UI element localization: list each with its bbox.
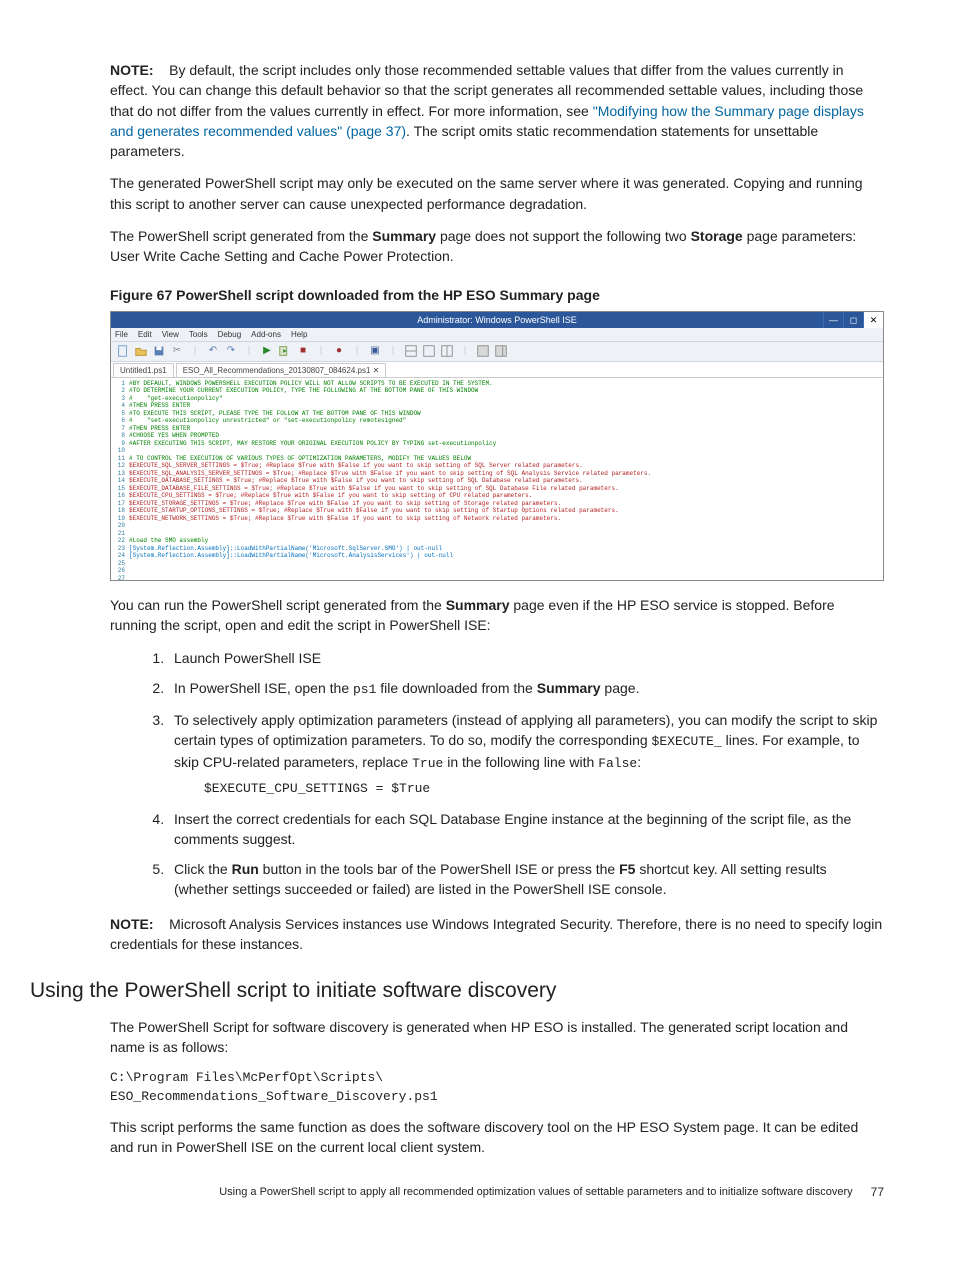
step-2: In PowerShell ISE, open the ps1 file dow… [168, 678, 884, 700]
undo-icon[interactable]: ↶ [205, 343, 221, 359]
code-editor[interactable]: 1#BY DEFAULT, WINDOWS POWERSHELL EXECUTI… [111, 378, 883, 581]
footer-page-number: 77 [871, 1184, 884, 1201]
menu-help[interactable]: Help [291, 329, 307, 341]
menu-file[interactable]: File [115, 329, 128, 341]
page-footer: Using a PowerShell script to apply all r… [70, 1184, 884, 1201]
run-icon[interactable]: ▶ [259, 343, 275, 359]
note2-label: NOTE: [110, 916, 154, 932]
menu-bar: File Edit View Tools Debug Add-ons Help [111, 328, 883, 342]
pane2-icon[interactable] [421, 343, 437, 359]
section2-p1: The PowerShell Script for software disco… [110, 1017, 884, 1058]
cmd-pane-icon[interactable] [493, 343, 509, 359]
sep3: | [313, 343, 329, 359]
sep6: | [457, 343, 473, 359]
menu-edit[interactable]: Edit [138, 329, 152, 341]
step-3-code: $EXECUTE_CPU_SETTINGS = $True [204, 780, 884, 799]
section-heading: Using the PowerShell script to initiate … [30, 976, 884, 1006]
toolbar: ✂ | ↶ ↷ | ▶ ■ | ● | ▣ | | [111, 342, 883, 362]
window-titlebar: Administrator: Windows PowerShell ISE — … [111, 312, 883, 328]
menu-debug[interactable]: Debug [218, 329, 242, 341]
section2-p2: This script performs the same function a… [110, 1117, 884, 1158]
steps-list: Launch PowerShell ISE In PowerShell ISE,… [168, 648, 884, 900]
menu-tools[interactable]: Tools [189, 329, 208, 341]
menu-addons[interactable]: Add-ons [251, 329, 281, 341]
cmd-addon-icon[interactable] [475, 343, 491, 359]
step-3: To selectively apply optimization parame… [168, 710, 884, 799]
note2-text: Microsoft Analysis Services instances us… [110, 916, 882, 952]
menu-view[interactable]: View [162, 329, 179, 341]
console-icon[interactable]: ▣ [367, 343, 383, 359]
step-4: Insert the correct credentials for each … [168, 809, 884, 850]
new-icon[interactable] [115, 343, 131, 359]
sep5: | [385, 343, 401, 359]
sep2: | [241, 343, 257, 359]
para-summary: The PowerShell script generated from the… [110, 226, 884, 267]
window-title: Administrator: Windows PowerShell ISE [417, 315, 577, 325]
cut-icon[interactable]: ✂ [169, 343, 185, 359]
tab-eso-script[interactable]: ESO_All_Recommendations_20130807_084624.… [176, 363, 387, 377]
figure-caption: Figure 67 PowerShell script downloaded f… [110, 285, 884, 305]
note-2: NOTE: Microsoft Analysis Services instan… [110, 914, 884, 955]
sep: | [187, 343, 203, 359]
minimize-icon[interactable]: — [823, 312, 843, 328]
para-run: You can run the PowerShell script genera… [110, 595, 884, 636]
pane1-icon[interactable] [403, 343, 419, 359]
run-selection-icon[interactable] [277, 343, 293, 359]
open-icon[interactable] [133, 343, 149, 359]
pane3-icon[interactable] [439, 343, 455, 359]
maximize-icon[interactable]: ◻ [843, 312, 863, 328]
powershell-ise-screenshot: Administrator: Windows PowerShell ISE — … [110, 311, 884, 581]
section2-code2: ESO_Recommendations_Software_Discovery.p… [110, 1088, 884, 1107]
breakpoint-icon[interactable]: ● [331, 343, 347, 359]
footer-text: Using a PowerShell script to apply all r… [70, 1185, 871, 1201]
save-icon[interactable] [151, 343, 167, 359]
stop-icon[interactable]: ■ [295, 343, 311, 359]
note-label: NOTE: [110, 62, 154, 78]
sep4: | [349, 343, 365, 359]
step-5: Click the Run button in the tools bar of… [168, 859, 884, 900]
section2-code1: C:\Program Files\McPerfOpt\Scripts\ [110, 1069, 884, 1088]
redo-icon[interactable]: ↷ [223, 343, 239, 359]
step-1: Launch PowerShell ISE [168, 648, 884, 668]
para-generated: The generated PowerShell script may only… [110, 173, 884, 214]
note-1: NOTE: By default, the script includes on… [110, 60, 884, 161]
tab-untitled[interactable]: Untitled1.ps1 [113, 363, 174, 377]
close-icon[interactable]: ✕ [863, 312, 883, 328]
tab-bar: Untitled1.ps1 ESO_All_Recommendations_20… [111, 362, 883, 378]
